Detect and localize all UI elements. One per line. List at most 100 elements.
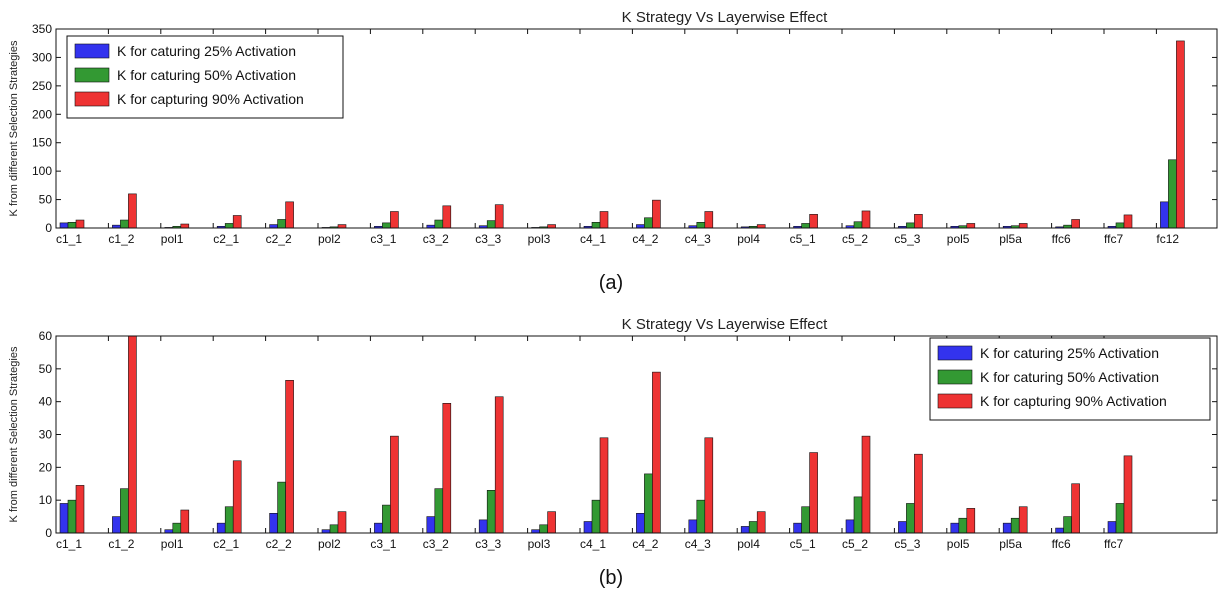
bar-c2_2-series-2 [277,219,286,229]
bar-c3_2-series-3 [442,205,452,229]
legend-label-1: K for caturing 25% Activation [117,43,296,59]
bar-c1_2-series-3 [128,335,137,534]
bar-pol1-series-3 [180,509,190,534]
bar-c4_2-series-2 [644,473,653,534]
bar-c5_3-series-1 [898,521,907,534]
bar-c1_1-series-1 [59,503,69,534]
x-tick-label-c3_1: c3_1 [370,537,396,551]
x-tick-label-c3_1: c3_1 [370,232,396,246]
bar-pol1-series-2 [172,522,182,534]
bar-pol4-series-2 [748,521,758,534]
bar-c5_1-series-1 [793,522,802,534]
x-tick-label-c3_3: c3_3 [475,537,501,551]
x-tick-label-pol3: pol3 [528,537,551,551]
x-tick-label-c3_3: c3_3 [475,232,501,246]
bar-c5_3-series-3 [914,214,923,229]
bar-c4_1-series-2 [591,222,601,229]
bar-c2_1-series-1 [216,522,226,534]
y-tick-label: 10 [39,493,53,507]
chart-panel-b: K Strategy Vs Layerwise Effect K from dif… [8,316,1218,589]
bar-pol3-series-3 [547,511,556,534]
bar-c3_3-series-1 [478,519,488,534]
x-tick-label-c2_1: c2_1 [213,232,239,246]
bar-c1_2-series-3 [128,193,137,229]
x-tick-label-c4_3: c4_3 [685,537,711,551]
legend-label-3: K for capturing 90% Activation [980,393,1167,409]
bar-c1_2-series-2 [120,219,129,229]
bar-c4_2-series-3 [652,371,661,534]
bar-pol4-series-3 [756,511,766,534]
y-tick-label: 0 [45,526,52,540]
bar-c3_1-series-2 [382,222,391,229]
x-tick-label-c4_2: c4_2 [632,232,658,246]
legend-label-2: K for caturing 50% Activation [980,369,1159,385]
legend-label-2: K for caturing 50% Activation [117,67,296,83]
bar-ffc6-series-2 [1063,516,1072,534]
y-tick-label: 60 [39,329,53,343]
bar-c4_1-series-3 [599,211,609,229]
bar-c5_3-series-2 [906,503,915,534]
bar-ffc6-series-1 [1055,527,1064,534]
x-tick-label-pol2: pol2 [318,537,341,551]
x-tick-label-c5_3: c5_3 [894,537,920,551]
bar-c4_1-series-1 [583,521,593,534]
x-tick-label-ffc7: ffc7 [1104,537,1123,551]
bar-c5_1-series-3 [809,214,818,229]
bar-pol5-series-3 [966,508,976,534]
bar-c2_1-series-2 [224,223,234,229]
bar-fc12-series-3 [1176,40,1185,229]
x-tick-label-c5_3: c5_3 [894,232,920,246]
x-tick-label-pl5a: pl5a [999,537,1022,551]
x-tick-label-pol4: pol4 [737,537,760,551]
bar-pol2-series-3 [337,511,347,534]
bar-c2_2-series-2 [277,481,286,534]
bar-fc12-series-2 [1168,159,1177,229]
x-tick-label-c4_2: c4_2 [632,537,658,551]
bar-c1_1-series-2 [67,499,77,534]
bar-c1_1-series-3 [75,485,85,534]
bar-ffc6-series-3 [1071,483,1080,534]
y-tick-label: 0 [45,221,52,235]
y-tick-label: 40 [39,395,53,409]
bar-c3_2-series-2 [434,219,444,229]
x-tick-label-c4_1: c4_1 [580,232,606,246]
y-tick-label: 20 [39,460,53,474]
x-tick-label-pol4: pol4 [737,232,760,246]
legend: K for caturing 25% Activation K for catur… [66,35,344,119]
panel-label: (a) [599,272,623,294]
bar-pl5a-series-3 [1018,223,1028,229]
legend-label-3: K for capturing 90% Activation [117,91,304,107]
x-tick-label-ffc6: ffc6 [1052,537,1071,551]
bar-ffc7-series-3 [1123,214,1133,229]
bar-pl5a-series-2 [1010,517,1020,534]
x-tick-label-fc12: fc12 [1156,232,1179,246]
x-tick-label-pol3: pol3 [528,232,551,246]
x-tick-label-pl5a: pl5a [999,232,1022,246]
bar-c2_2-series-1 [269,512,278,534]
x-tick-label-c2_2: c2_2 [266,537,292,551]
y-tick-label: 250 [32,79,52,93]
bar-c3_2-series-2 [434,488,444,534]
bar-c1_2-series-2 [120,488,129,534]
bar-c3_3-series-2 [486,490,496,534]
y-tick-label: 300 [32,50,52,64]
x-tick-label-pol1: pol1 [161,232,184,246]
bar-pl5a-series-1 [1002,522,1012,534]
legend-swatch-3 [74,91,110,107]
x-tick-label-pol2: pol2 [318,232,341,246]
bar-c3_1-series-3 [390,211,399,229]
x-tick-label-c3_2: c3_2 [423,232,449,246]
bar-c3_1-series-3 [390,435,399,534]
bar-c5_1-series-2 [801,506,810,534]
bar-c1_1-series-1 [59,222,69,229]
chart-panel-a: K Strategy Vs Layerwise Effect K from dif… [8,9,1218,294]
bar-pol5-series-1 [950,522,960,534]
legend: K for caturing 25% Activation K for catur… [929,337,1211,421]
bar-ffc7-series-2 [1115,222,1125,229]
bar-c2_1-series-3 [232,460,242,534]
bar-c3_1-series-1 [374,522,383,534]
x-tick-label-ffc6: ffc6 [1052,232,1071,246]
x-tick-label-pol5: pol5 [947,537,970,551]
bar-c4_3-series-2 [696,222,706,229]
bar-ffc7-series-2 [1115,503,1125,534]
